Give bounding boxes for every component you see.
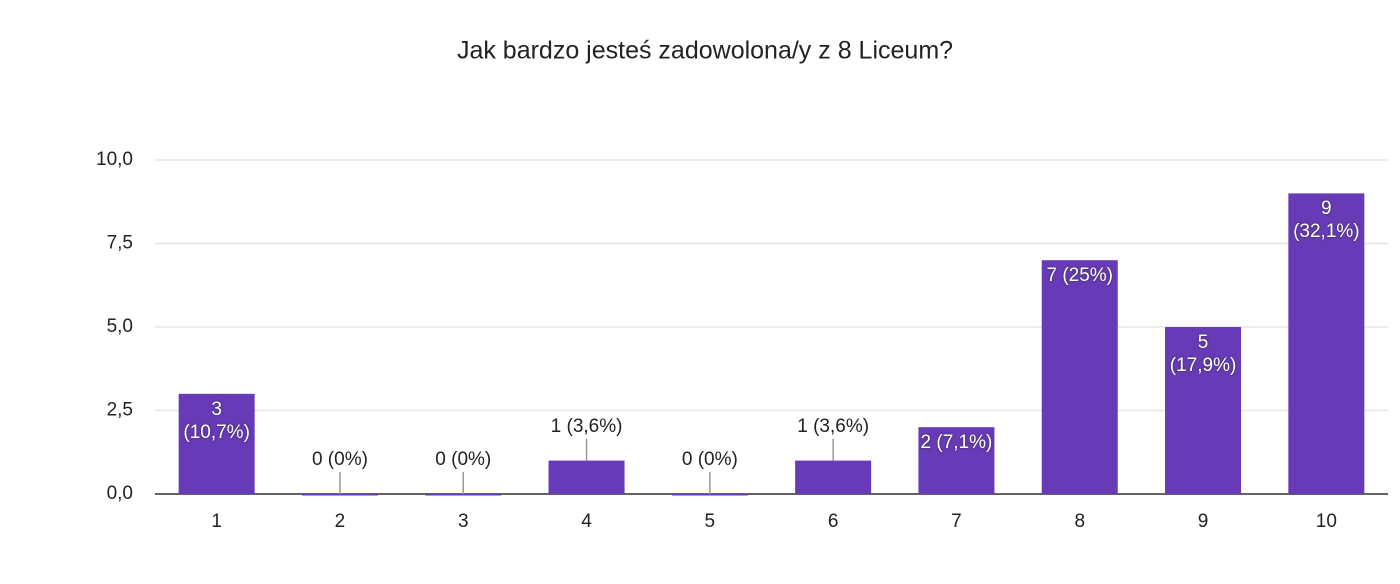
value-label: 0 (0%) [435, 449, 492, 470]
y-tick-label: 0,0 [107, 483, 133, 504]
x-tick-label: 9 [1198, 511, 1209, 532]
x-tick-label: 5 [705, 511, 716, 532]
y-tick-label: 2,5 [107, 400, 133, 421]
value-label: 3 (10,7%) [183, 398, 250, 443]
y-tick-label: 5,0 [107, 316, 133, 337]
x-tick-label: 4 [581, 511, 592, 532]
bar [1288, 193, 1365, 494]
value-label: 5 (17,9%) [1169, 332, 1237, 376]
x-tick-label: 2 [335, 511, 346, 532]
bar [425, 494, 502, 496]
bar [918, 427, 995, 494]
bar [548, 460, 625, 494]
x-tick-label: 10 [1316, 511, 1337, 532]
value-label: 0 (0%) [311, 449, 368, 470]
value-label: 0 (0%) [681, 449, 738, 470]
y-tick-label: 7,5 [107, 233, 133, 254]
value-label: 7 (25%) [1046, 265, 1114, 287]
x-tick-label: 1 [211, 511, 222, 532]
chart-title: Jak bardzo jesteś zadowolona/y z 8 Liceu… [457, 37, 953, 65]
bar [178, 393, 255, 494]
bar [301, 494, 378, 496]
bar [671, 494, 748, 496]
value-label: 9 (32,1%) [1293, 198, 1360, 243]
x-tick-label: 6 [828, 511, 839, 532]
value-label: 1 (3,6%) [797, 415, 870, 437]
bar [1165, 327, 1242, 494]
bar [1041, 260, 1118, 494]
value-label: 1 (3,6%) [550, 415, 623, 437]
x-tick-label: 8 [1074, 511, 1085, 532]
x-tick-label: 7 [951, 511, 962, 532]
value-label: 2 (7,1%) [920, 432, 993, 454]
x-tick-label: 3 [458, 511, 469, 532]
bar [795, 460, 872, 494]
y-tick-label: 10,0 [96, 149, 133, 170]
